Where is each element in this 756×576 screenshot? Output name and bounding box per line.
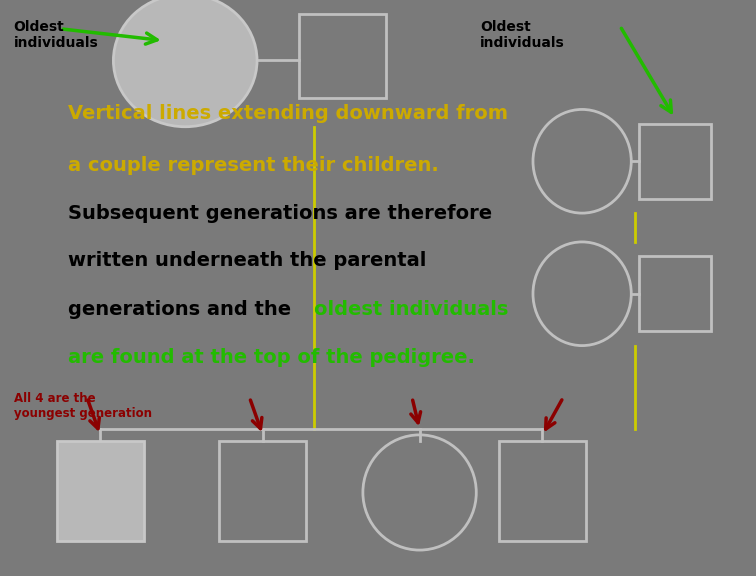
Text: Subsequent generations are therefore: Subsequent generations are therefore [68,204,492,223]
Ellipse shape [113,0,257,127]
Text: generations and the: generations and the [68,300,298,319]
Text: All 4 are the
youngest generation: All 4 are the youngest generation [14,392,152,420]
Text: Oldest
individuals: Oldest individuals [480,20,565,50]
Text: are found at the top of the pedigree.: are found at the top of the pedigree. [68,348,475,367]
Text: written underneath the parental: written underneath the parental [68,251,426,270]
Text: a couple represent their children.: a couple represent their children. [68,156,438,175]
Bar [299,14,386,98]
Bar [57,441,144,541]
Text: Vertical lines extending downward from: Vertical lines extending downward from [68,104,508,123]
Text: Oldest
individuals: Oldest individuals [14,20,98,50]
Bar [219,441,306,541]
Bar [639,256,711,331]
Bar [499,441,586,541]
Text: oldest individuals: oldest individuals [314,300,508,319]
Bar [639,124,711,199]
